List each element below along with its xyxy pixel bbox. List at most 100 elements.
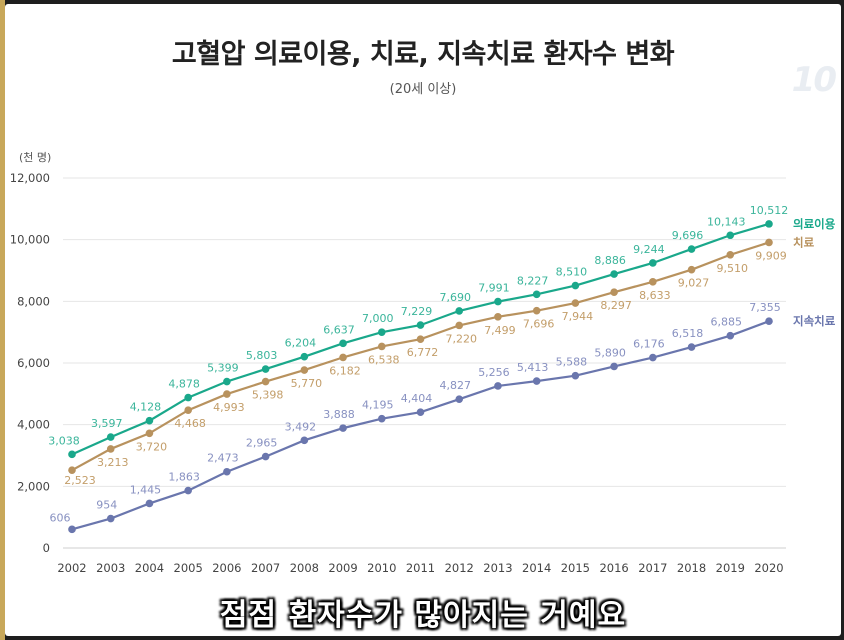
data-point (261, 365, 270, 373)
data-label: 5,770 (291, 377, 323, 390)
data-point (649, 259, 657, 267)
data-label: 4,827 (439, 379, 471, 392)
data-point (494, 312, 502, 321)
data-label: 8,633 (639, 289, 671, 302)
y-axis-label: (천 명) (19, 150, 51, 164)
data-point (765, 220, 773, 228)
series-name-label: 지속치료 (793, 314, 836, 328)
data-point (649, 353, 657, 362)
data-label: 9,909 (755, 249, 787, 262)
x-tick-label: 2002 (57, 561, 86, 575)
data-point (261, 377, 270, 386)
data-label: 10,143 (707, 215, 746, 228)
x-tick-label: 2007 (251, 561, 280, 575)
data-label: 5,399 (207, 362, 239, 375)
data-point (223, 390, 231, 398)
data-point (455, 395, 464, 403)
y-tick-label: 4,000 (17, 418, 50, 432)
data-label: 954 (96, 499, 117, 512)
data-label: 5,588 (556, 356, 588, 369)
line-chart: (천 명) 12,000 10,000 8,000 6,000 4,000 2,000 0 20… (10, 150, 836, 575)
data-point (765, 317, 773, 326)
data-point (649, 278, 657, 286)
data-label: 7,696 (523, 318, 555, 331)
data-point (68, 450, 76, 459)
y-tick-label: 10,000 (10, 233, 50, 247)
x-tick-label: 2018 (677, 561, 706, 575)
data-label: 4,195 (362, 399, 394, 412)
y-tick-label: 6,000 (17, 356, 50, 370)
data-label: 7,690 (439, 291, 471, 304)
data-label: 1,863 (168, 471, 200, 484)
data-label: 6,637 (323, 323, 355, 336)
data-label: 3,213 (97, 456, 129, 469)
data-label: 9,696 (672, 229, 704, 242)
data-point (300, 436, 309, 445)
data-point (765, 238, 773, 247)
x-tick-label: 2006 (212, 561, 241, 575)
left-edge-strip (0, 0, 5, 640)
data-point (145, 499, 154, 508)
y-tick-label: 0 (43, 541, 50, 555)
data-point (571, 371, 580, 380)
x-tick-label: 2016 (599, 561, 628, 575)
x-tick-label: 2011 (406, 561, 435, 575)
data-point (532, 290, 541, 299)
chart-title: 고혈압 의료이용, 치료, 지속치료 환자수 변화 (171, 39, 675, 70)
data-point (726, 331, 735, 340)
video-caption: 점점 환자수가 많아지는 거예요 (219, 598, 627, 633)
data-label: 4,993 (213, 401, 245, 414)
data-point (416, 321, 425, 329)
data-label: 606 (50, 511, 71, 524)
data-point (687, 343, 696, 351)
data-point (377, 342, 386, 351)
data-point (687, 265, 696, 274)
data-point (494, 297, 502, 306)
data-label: 6,518 (672, 327, 704, 340)
data-point (68, 525, 76, 534)
data-point (145, 416, 154, 425)
y-tick-label: 8,000 (17, 294, 50, 308)
data-label: 7,944 (562, 310, 594, 323)
data-label: 6,182 (329, 364, 361, 377)
data-label: 5,398 (252, 389, 284, 402)
data-label: 2,523 (64, 474, 96, 487)
series-name-label: 의료이용 (793, 217, 836, 231)
data-label: 10,512 (750, 204, 789, 217)
data-label: 6,885 (711, 316, 743, 329)
data-label: 7,499 (484, 324, 516, 337)
data-label: 8,510 (556, 266, 588, 279)
data-point (726, 250, 735, 259)
x-tick-label: 2010 (367, 561, 396, 575)
data-point (571, 299, 580, 307)
data-label: 6,772 (407, 346, 439, 359)
data-point (377, 328, 386, 336)
data-label: 3,720 (136, 440, 168, 453)
data-label: 7,355 (749, 301, 781, 314)
data-label: 6,204 (285, 337, 317, 350)
x-tick-label: 2014 (522, 561, 551, 575)
series-name-label: 치료 (793, 235, 815, 249)
x-tick-label: 2003 (96, 561, 125, 575)
data-label: 3,888 (323, 408, 355, 421)
y-tick-label: 12,000 (10, 171, 50, 185)
data-point (184, 486, 192, 495)
data-point (339, 353, 347, 362)
x-tick-label: 2020 (754, 561, 783, 575)
data-label: 5,256 (478, 366, 510, 379)
data-point (455, 307, 464, 315)
data-point (68, 466, 76, 475)
chart-panel: 고혈압 의료이용, 치료, 지속치료 환자수 변화 (20세 이상) 10 (천… (5, 4, 841, 636)
data-point (300, 366, 309, 374)
x-tick-label: 2008 (290, 561, 319, 575)
x-tick-label: 2013 (483, 561, 512, 575)
data-label: 3,597 (91, 417, 123, 430)
x-tick-label: 2004 (135, 561, 164, 575)
y-tick-label: 2,000 (17, 479, 50, 493)
data-label: 5,803 (246, 349, 278, 362)
data-label: 2,965 (246, 437, 278, 450)
channel-watermark: 10 (791, 60, 837, 100)
data-point (377, 414, 386, 423)
data-point (416, 408, 425, 417)
data-point (339, 339, 347, 348)
